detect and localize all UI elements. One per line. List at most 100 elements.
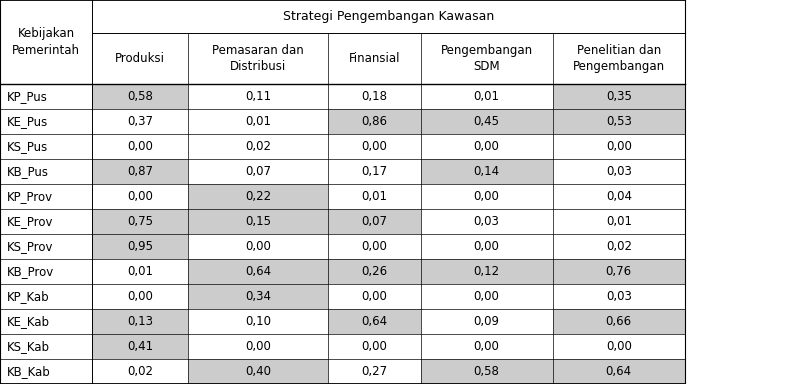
- Text: 0,11: 0,11: [245, 91, 272, 103]
- Text: KE_Pus: KE_Pus: [7, 116, 49, 128]
- Bar: [328, 259, 421, 284]
- Text: 0,00: 0,00: [361, 340, 388, 353]
- Text: 0,00: 0,00: [606, 141, 632, 153]
- Text: 0,00: 0,00: [245, 240, 272, 253]
- Text: 0,00: 0,00: [473, 340, 500, 353]
- Bar: [328, 309, 421, 334]
- Bar: [92, 84, 188, 109]
- Text: 0,00: 0,00: [361, 240, 388, 253]
- Bar: [328, 209, 421, 234]
- Text: 0,00: 0,00: [606, 340, 632, 353]
- Bar: [92, 309, 188, 334]
- Bar: [421, 259, 553, 284]
- Text: 0,02: 0,02: [245, 141, 272, 153]
- Text: 0,03: 0,03: [606, 166, 632, 178]
- Text: KE_Prov: KE_Prov: [7, 215, 54, 228]
- Text: 0,07: 0,07: [361, 215, 388, 228]
- Text: 0,34: 0,34: [245, 290, 272, 303]
- Text: 0,12: 0,12: [473, 265, 500, 278]
- Bar: [188, 209, 328, 234]
- Text: 0,01: 0,01: [245, 116, 272, 128]
- Bar: [92, 234, 188, 259]
- Text: Kebijakan
Pemerintah: Kebijakan Pemerintah: [12, 27, 80, 57]
- Text: 0,58: 0,58: [473, 365, 500, 378]
- Text: 0,00: 0,00: [473, 290, 500, 303]
- Text: 0,14: 0,14: [473, 166, 500, 178]
- Text: 0,35: 0,35: [606, 91, 632, 103]
- Text: 0,15: 0,15: [245, 215, 272, 228]
- Text: 0,26: 0,26: [361, 265, 388, 278]
- Bar: [553, 359, 685, 384]
- Text: Pengembangan
SDM: Pengembangan SDM: [441, 44, 533, 73]
- Text: 0,37: 0,37: [127, 116, 153, 128]
- Text: Produksi: Produksi: [115, 52, 165, 65]
- Text: 0,53: 0,53: [606, 116, 632, 128]
- Text: 0,41: 0,41: [127, 340, 153, 353]
- Text: 0,86: 0,86: [361, 116, 388, 128]
- Text: 0,03: 0,03: [606, 290, 632, 303]
- Text: 0,45: 0,45: [473, 116, 500, 128]
- Text: KB_Kab: KB_Kab: [7, 365, 51, 378]
- Bar: [421, 159, 553, 184]
- Text: 0,04: 0,04: [606, 190, 632, 203]
- Text: 0,00: 0,00: [127, 190, 153, 203]
- Text: 0,00: 0,00: [361, 141, 388, 153]
- Text: 0,03: 0,03: [473, 215, 500, 228]
- Text: 0,22: 0,22: [245, 190, 272, 203]
- Bar: [92, 159, 188, 184]
- Text: 0,01: 0,01: [127, 265, 153, 278]
- Text: KS_Kab: KS_Kab: [7, 340, 50, 353]
- Text: 0,01: 0,01: [361, 190, 388, 203]
- Text: 0,76: 0,76: [606, 265, 632, 278]
- Text: 0,64: 0,64: [361, 315, 388, 328]
- Bar: [92, 334, 188, 359]
- Text: 0,10: 0,10: [245, 315, 272, 328]
- Text: 0,75: 0,75: [127, 215, 153, 228]
- Text: 0,64: 0,64: [245, 265, 272, 278]
- Text: 0,17: 0,17: [361, 166, 388, 178]
- Text: 0,18: 0,18: [361, 91, 388, 103]
- Text: 0,00: 0,00: [127, 290, 153, 303]
- Text: 0,01: 0,01: [606, 215, 632, 228]
- Text: KP_Pus: KP_Pus: [7, 91, 48, 103]
- Text: 0,27: 0,27: [361, 365, 388, 378]
- Bar: [188, 284, 328, 309]
- Text: KE_Kab: KE_Kab: [7, 315, 50, 328]
- Bar: [421, 109, 553, 134]
- Text: 0,40: 0,40: [245, 365, 272, 378]
- Bar: [421, 359, 553, 384]
- Text: 0,58: 0,58: [127, 91, 153, 103]
- Text: KP_Prov: KP_Prov: [7, 190, 54, 203]
- Text: 0,95: 0,95: [127, 240, 153, 253]
- Text: 0,00: 0,00: [473, 190, 500, 203]
- Text: Finansial: Finansial: [348, 52, 400, 65]
- Text: KS_Prov: KS_Prov: [7, 240, 54, 253]
- Text: 0,13: 0,13: [127, 315, 153, 328]
- Text: 0,02: 0,02: [606, 240, 632, 253]
- Text: KS_Pus: KS_Pus: [7, 141, 49, 153]
- Text: Strategi Pengembangan Kawasan: Strategi Pengembangan Kawasan: [283, 10, 494, 23]
- Bar: [92, 209, 188, 234]
- Text: Pemasaran dan
Distribusi: Pemasaran dan Distribusi: [212, 44, 304, 73]
- Text: 0,87: 0,87: [127, 166, 153, 178]
- Text: 0,09: 0,09: [473, 315, 500, 328]
- Text: 0,00: 0,00: [473, 240, 500, 253]
- Bar: [188, 359, 328, 384]
- Text: 0,01: 0,01: [473, 91, 500, 103]
- Bar: [188, 259, 328, 284]
- Bar: [553, 309, 685, 334]
- Text: 0,00: 0,00: [127, 141, 153, 153]
- Bar: [553, 259, 685, 284]
- Text: KB_Pus: KB_Pus: [7, 166, 50, 178]
- Text: 0,00: 0,00: [245, 340, 272, 353]
- Text: 0,00: 0,00: [473, 141, 500, 153]
- Text: 0,02: 0,02: [127, 365, 153, 378]
- Text: 0,00: 0,00: [361, 290, 388, 303]
- Text: Penelitian dan
Pengembangan: Penelitian dan Pengembangan: [573, 44, 665, 73]
- Text: KP_Kab: KP_Kab: [7, 290, 50, 303]
- Text: 0,07: 0,07: [245, 166, 272, 178]
- Bar: [553, 109, 685, 134]
- Bar: [328, 109, 421, 134]
- Text: 0,64: 0,64: [606, 365, 632, 378]
- Bar: [553, 84, 685, 109]
